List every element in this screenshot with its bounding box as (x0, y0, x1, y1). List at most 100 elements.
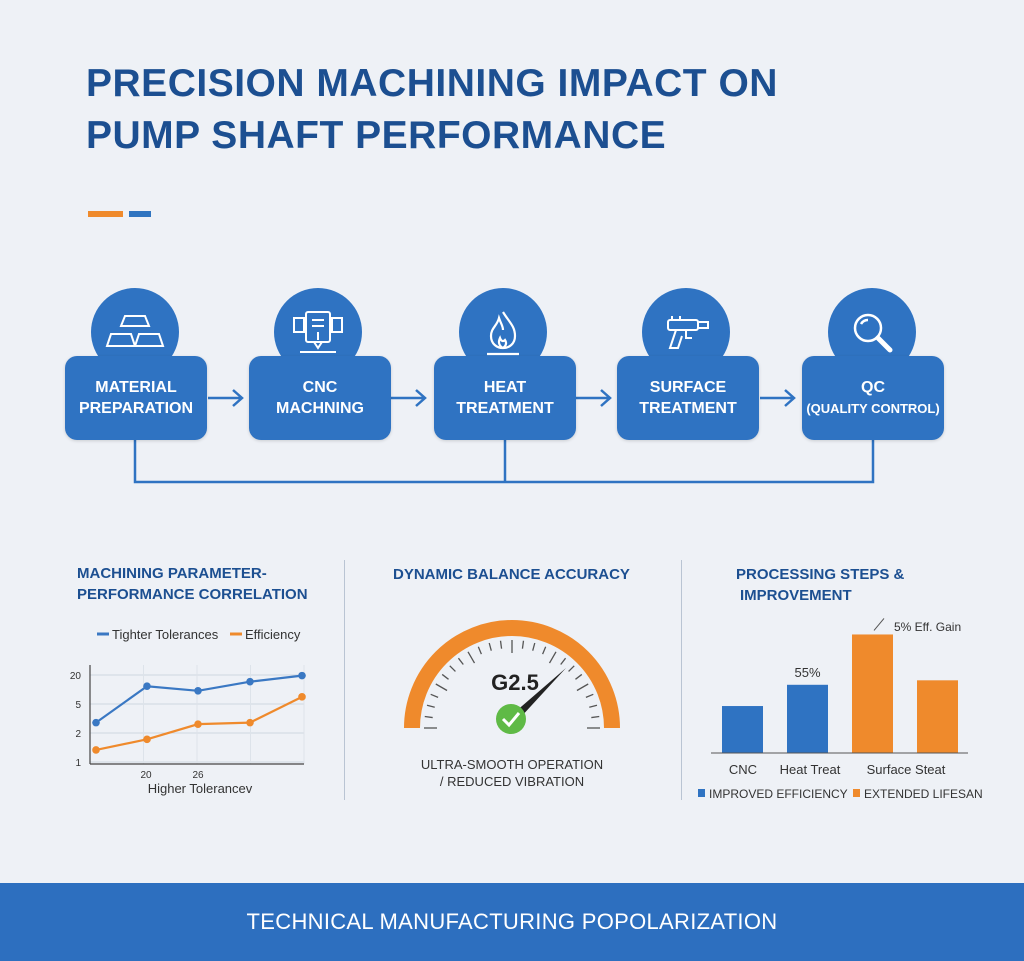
legend-label: EXTENDED LIFESAN (864, 787, 983, 801)
series-point-0 (194, 686, 202, 695)
gauge-caption-line-1: ULTRA-SMOOTH OPERATION (421, 757, 603, 772)
step-1-label-line-2: PREPARATION (78, 400, 194, 417)
process-flow: MATERIAL PREPARATION CNC MACHNING (65, 288, 944, 484)
step-2-label-line-1: CNC (302, 379, 338, 396)
accent-bar-blue (129, 211, 151, 217)
correlation-panel-title: MACHINING PARAMETER- PERFORMANCE CORRELA… (77, 563, 308, 605)
gauge-tick (435, 683, 448, 692)
bar (917, 680, 958, 753)
cnc-machine-icon (293, 311, 343, 353)
gauge-tick (576, 683, 589, 692)
gauge-tick (424, 715, 433, 719)
steps-panel-title: PROCESSING STEPS & IMPROVEMENT (736, 564, 904, 606)
step-quality-control: QC (QUALITY CONTROL) (802, 356, 944, 440)
legend-label: IMPROVED EFFICIENCY (709, 787, 848, 801)
panel-divider-2 (681, 560, 682, 800)
gauge-caption-line-2: / REDUCED VIBRATION (440, 774, 584, 789)
gauge-tick (568, 665, 575, 672)
check-circle-icon (496, 704, 526, 734)
series-line-1 (95, 695, 303, 752)
bar-annotation: 5% Eff. Gain (894, 620, 961, 634)
step-3-label-line-2: TREATMENT (456, 400, 554, 417)
gauge-tick (441, 673, 449, 680)
step-5-label-line-2: (QUALITY CONTROL) (806, 401, 940, 416)
correlation-title-line-1: MACHINING PARAMETER- (77, 565, 267, 582)
bar-category-label: Heat Treat (780, 762, 841, 777)
page-title: PRECISION MACHINING IMPACT ON PUMP SHAFT… (86, 58, 986, 162)
x-tick-label: 20 (140, 770, 152, 781)
step-surface-treatment: SURFACE TREATMENT (617, 356, 759, 440)
y-tick-label: 1 (75, 758, 81, 769)
legend-label: Tighter Tolerances (112, 627, 219, 642)
y-tick-label: 2 (75, 729, 81, 740)
step-material-preparation: MATERIAL PREPARATION (65, 356, 207, 440)
series-point-1 (298, 693, 306, 701)
series-point-1 (194, 720, 202, 728)
y-tick-label: 5 (75, 700, 81, 711)
annotation-leader-line (873, 618, 885, 631)
series-point-0 (298, 671, 306, 680)
series-point-1 (143, 735, 151, 744)
step-4-label-line-2: TREATMENT (639, 400, 737, 417)
gauge-tick (560, 657, 567, 665)
step-5-label-line-1: QC (861, 379, 885, 396)
steps-title-line-2: IMPROVEMENT (740, 587, 852, 604)
gauge-tick (426, 704, 435, 708)
spray-gun-icon (667, 316, 709, 349)
gauge-tick (542, 646, 547, 655)
gauge-needle (500, 668, 566, 731)
x-tick-label: 26 (192, 770, 204, 781)
balance-panel-title: DYNAMIC BALANCE ACCURACY (393, 566, 630, 583)
flame-icon (487, 311, 519, 356)
bar-annotation: 55% (794, 665, 820, 680)
gauge-tick (532, 642, 536, 651)
check-mark-icon (501, 712, 521, 728)
step-1-label-line-1: MATERIAL (95, 379, 177, 396)
step-4-label-line-1: SURFACE (649, 379, 727, 396)
series-line-0 (95, 674, 303, 724)
gauge-tick (575, 673, 583, 680)
gauge-ticks (424, 640, 600, 729)
bar (787, 684, 828, 753)
metal-ingots-icon (105, 315, 165, 347)
steps-title-line-1: PROCESSING STEPS & (736, 566, 905, 583)
series-point-0 (246, 677, 254, 686)
footer-text: TECHNICAL MANUFACTURING POPOLARIZATION (246, 909, 778, 934)
correlation-title-line-2: PERFORMANCE CORRELATION (77, 586, 308, 603)
gauge-tick (591, 715, 600, 719)
arrow-2-icon (391, 389, 427, 407)
gauge-value: G2.5 (491, 670, 539, 695)
gauge-tick (548, 651, 557, 664)
gauge-tick (449, 665, 456, 672)
gauge-tick (477, 646, 482, 655)
arrow-4-icon (760, 389, 796, 407)
legend-swatch (698, 789, 705, 797)
gauge-tick (499, 640, 503, 649)
gauge-tick (589, 704, 598, 708)
bar-category-label: Surface Steat (867, 762, 946, 777)
title-line-1: PRECISION MACHINING IMPACT ON (86, 62, 778, 105)
title-accent-bars (88, 211, 168, 217)
step-2-label-line-2: MACHNING (276, 400, 364, 417)
gauge-tick (488, 642, 492, 651)
bar (722, 706, 763, 753)
accent-bar-orange (88, 211, 123, 217)
gauge-tick (430, 693, 439, 698)
gauge-tick (457, 657, 464, 665)
gauge-tick (467, 651, 476, 664)
series-point-0 (143, 682, 151, 691)
x-axis-label: Higher Tolerancev (148, 781, 253, 796)
step-3-label-line-1: HEAT (483, 379, 527, 396)
title-line-2: PUMP SHAFT PERFORMANCE (86, 114, 667, 157)
series-point-0 (92, 718, 100, 727)
gauge-tick (521, 640, 525, 649)
y-tick-label: 20 (70, 671, 82, 682)
footer-banner: TECHNICAL MANUFACTURING POPOLARIZATION (0, 883, 1024, 961)
magnifier-icon (853, 313, 893, 353)
arrow-1-icon (208, 389, 244, 407)
series-point-1 (246, 718, 254, 727)
step-cnc-machining: CNC MACHNING (249, 356, 391, 440)
bar-category-label: CNC (729, 762, 757, 777)
step-heat-treatment: HEAT TREATMENT (434, 356, 576, 440)
bar (852, 634, 893, 753)
